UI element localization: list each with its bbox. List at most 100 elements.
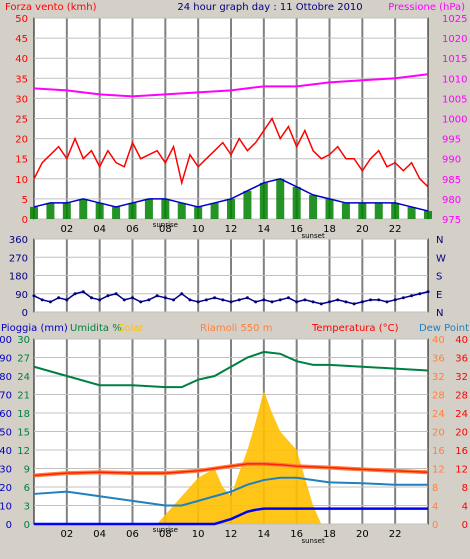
y-tick-temp-scale: 36 bbox=[432, 354, 445, 365]
y-tick-wind: 15 bbox=[15, 155, 28, 166]
direction-point bbox=[213, 296, 217, 300]
y-tick-compass: N bbox=[436, 308, 443, 319]
y-tick-rain: 20 bbox=[0, 483, 12, 494]
y-tick-temp-scale: 24 bbox=[432, 409, 445, 420]
y-tick-humidity: 30 bbox=[17, 335, 30, 346]
direction-point bbox=[139, 300, 143, 304]
direction-point bbox=[180, 292, 184, 296]
y-tick-humidity: 15 bbox=[17, 428, 30, 439]
rain-axis-title: Pioggia (mm) bbox=[1, 323, 68, 334]
direction-point bbox=[401, 296, 405, 300]
y-tick-temp-scale: 0 bbox=[432, 520, 438, 531]
direction-point bbox=[328, 300, 331, 304]
y-tick-temperature: 20 bbox=[455, 428, 468, 439]
direction-point bbox=[73, 292, 77, 296]
direction-point bbox=[48, 300, 52, 304]
x-tick-p1: 20 bbox=[356, 224, 369, 235]
y-tick-direction: 270 bbox=[9, 253, 28, 264]
y-tick-humidity: 21 bbox=[17, 391, 30, 402]
y-tick-temperature: 8 bbox=[462, 483, 468, 494]
wind-avg-line bbox=[33, 178, 429, 212]
location-label: Riamoli 550 m bbox=[200, 323, 272, 334]
direction-point bbox=[221, 298, 225, 302]
direction-point bbox=[204, 298, 208, 302]
x-tick-p1: 02 bbox=[60, 224, 73, 235]
y-tick-temp-scale: 4 bbox=[432, 502, 438, 513]
direction-point bbox=[32, 294, 36, 298]
y-tick-humidity: 3 bbox=[24, 502, 30, 513]
y-tick-direction: 360 bbox=[9, 235, 28, 246]
solar-legend: Solar bbox=[118, 323, 144, 334]
x-tick-p3: 18 bbox=[323, 529, 336, 540]
y-tick-pressure: 980 bbox=[442, 195, 461, 206]
y-tick-wind: 30 bbox=[15, 94, 28, 105]
y-tick-rain: 0 bbox=[6, 520, 12, 531]
y-tick-temperature: 0 bbox=[462, 520, 468, 531]
gust-bar bbox=[144, 198, 153, 219]
x-tick-p3: 12 bbox=[225, 529, 238, 540]
dew-point-axis-title: Dew Point bbox=[419, 323, 469, 334]
y-tick-pressure: 985 bbox=[442, 175, 461, 186]
gust-bar bbox=[79, 198, 88, 219]
sunset-label-p1: sunset bbox=[301, 232, 324, 240]
direction-point bbox=[229, 300, 233, 304]
gust-bar bbox=[358, 202, 367, 219]
direction-point bbox=[352, 302, 356, 306]
y-tick-pressure: 1015 bbox=[442, 54, 467, 65]
y-tick-humidity: 27 bbox=[17, 354, 30, 365]
solar-area bbox=[34, 390, 428, 524]
direction-point bbox=[369, 298, 373, 302]
x-tick-p1: 04 bbox=[93, 224, 106, 235]
direction-point bbox=[311, 300, 315, 304]
direction-point bbox=[147, 298, 151, 302]
y-tick-wind: 45 bbox=[15, 34, 28, 45]
direction-point bbox=[122, 298, 126, 302]
y-tick-temp-scale: 32 bbox=[432, 372, 445, 383]
direction-point bbox=[106, 294, 110, 298]
direction-point bbox=[286, 296, 290, 300]
gust-bar bbox=[292, 186, 301, 219]
x-tick-p1: 14 bbox=[257, 224, 270, 235]
x-tick-p1: 12 bbox=[225, 224, 238, 235]
y-tick-rain: 50 bbox=[0, 428, 12, 439]
gust-bar bbox=[407, 206, 416, 219]
y-tick-rain: 70 bbox=[0, 391, 12, 402]
y-tick-temperature: 4 bbox=[462, 502, 468, 513]
y-tick-humidity: 9 bbox=[24, 465, 30, 476]
gust-bar bbox=[46, 202, 55, 219]
y-tick-pressure: 1005 bbox=[442, 94, 467, 105]
rain-line bbox=[34, 507, 428, 526]
gust-bar bbox=[325, 198, 334, 219]
y-tick-humidity: 24 bbox=[17, 372, 30, 383]
x-tick-p3: 20 bbox=[356, 529, 369, 540]
y-tick-compass: W bbox=[436, 253, 446, 264]
gust-bar bbox=[30, 206, 38, 219]
x-tick-p3: 06 bbox=[126, 529, 139, 540]
direction-point bbox=[360, 300, 364, 304]
sunset-label-p3: sunset bbox=[301, 537, 324, 545]
direction-point bbox=[393, 298, 397, 302]
y-tick-temperature: 32 bbox=[455, 372, 468, 383]
direction-point bbox=[254, 300, 258, 304]
temperature-axis-title: Temperatura (°C) bbox=[311, 323, 399, 334]
direction-point bbox=[344, 300, 348, 304]
y-tick-humidity: 18 bbox=[17, 409, 30, 420]
y-tick-temp-scale: 12 bbox=[432, 465, 445, 476]
x-tick-p1: 06 bbox=[126, 224, 139, 235]
x-tick-p3: 08 bbox=[159, 529, 172, 540]
gust-bar bbox=[374, 202, 383, 219]
x-tick-p3: 10 bbox=[192, 529, 205, 540]
direction-point bbox=[155, 294, 159, 298]
y-tick-rain: 80 bbox=[0, 372, 12, 383]
direction-point bbox=[40, 298, 44, 302]
direction-point bbox=[336, 298, 340, 302]
axis-labels: 0510152025303540455097598098599099510001… bbox=[0, 14, 468, 545]
y-tick-temp-scale: 16 bbox=[432, 446, 445, 457]
y-tick-temperature: 36 bbox=[455, 354, 468, 365]
gust-bar bbox=[210, 202, 219, 219]
y-tick-wind: 35 bbox=[15, 74, 28, 85]
pressure-line bbox=[33, 73, 429, 98]
y-tick-pressure: 1025 bbox=[442, 14, 467, 25]
x-tick-p1: 08 bbox=[159, 224, 172, 235]
y-tick-temp-scale: 28 bbox=[432, 391, 445, 402]
